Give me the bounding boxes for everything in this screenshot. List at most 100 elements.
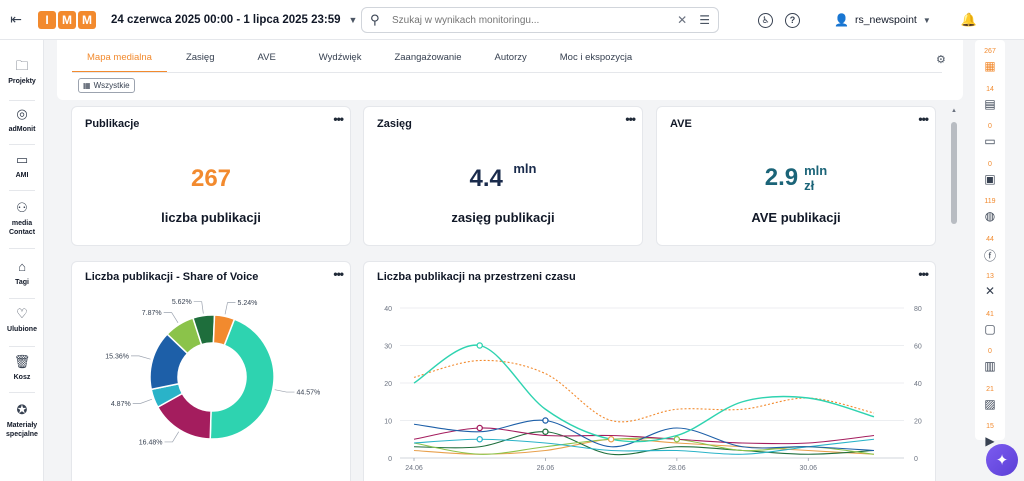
donut-chart: 44.57% 16.48% 4.87% 15.36% 7.87% 5.62% 5.24% — [105, 299, 320, 446]
comments-icon[interactable]: ▢ — [984, 321, 996, 336]
video-icon[interactable]: ▶ — [985, 434, 995, 448]
data-point[interactable] — [607, 435, 615, 443]
channel-count: 21 — [986, 385, 994, 393]
top-bar: ⇤ I M M 24 czerwca 2025 00:00 - 1 lipca … — [0, 0, 1024, 40]
date-range-picker[interactable]: 24 czerwca 2025 00:00 - 1 lipca 2025 23:… — [111, 14, 357, 26]
image-icon[interactable]: ▨ — [984, 396, 996, 411]
tab-zasieg[interactable]: Zasięg — [185, 52, 215, 63]
data-point[interactable] — [542, 417, 549, 424]
top-right-actions: ♿ ? 👤 rs_newspoint ▼ 🔔 ⋮ — [758, 0, 1024, 40]
imm-logo[interactable]: I M M — [38, 10, 96, 29]
sidebar-item-label: adMonit — [8, 126, 36, 133]
card-title: AVE — [670, 118, 692, 130]
tabs: Mapa medialna Zasięg AVE Wydźwięk Zaanga… — [72, 52, 647, 73]
search-input[interactable] — [392, 14, 678, 26]
more-horizontal-icon[interactable]: ••• — [625, 112, 636, 126]
chevron-down-icon: ▼ — [922, 15, 931, 25]
pie-label-line — [193, 301, 204, 314]
sidebar-item-kosz[interactable]: 🗑 Kosz — [0, 354, 44, 382]
channel-count: 267 — [984, 48, 996, 55]
facebook-icon[interactable]: ⓕ — [983, 248, 996, 263]
sliders-icon[interactable]: ☰ — [699, 13, 710, 27]
data-point[interactable] — [476, 342, 483, 349]
sidebar-item-ulubione[interactable]: ♡ Ulubione — [0, 306, 44, 334]
contacts-icon: ⚇ — [16, 200, 28, 215]
scrollbar-thumb[interactable] — [951, 122, 957, 224]
user-menu[interactable]: 👤 rs_newspoint ▼ — [834, 13, 931, 27]
monitor-icon[interactable]: ▭ — [984, 134, 996, 148]
metric-value-wrap: 2.9 mln zł — [657, 163, 935, 193]
tab-mapa-medialna[interactable]: Mapa medialna — [72, 52, 167, 73]
data-point[interactable] — [542, 428, 549, 435]
sidebar-item-label: Projekty — [8, 78, 36, 85]
metric-label: zasięg publikacji — [451, 210, 555, 225]
more-vertical-icon[interactable]: ⋮ — [1021, 12, 1024, 29]
tab-moc-i-ekspozycja[interactable]: Moc i ekspozycja — [559, 52, 633, 63]
main-panel: Mapa medialna Zasięg AVE Wydźwięk Zaanga… — [57, 40, 963, 481]
filter-chip-wszystkie[interactable]: ▦ Wszystkie — [78, 78, 135, 93]
sidebar-item-media-contact[interactable]: ⚇ media Contact — [0, 200, 44, 237]
help-icon[interactable]: ? — [785, 12, 800, 28]
more-horizontal-icon[interactable]: ••• — [333, 267, 344, 281]
series-line[interactable] — [413, 431, 875, 456]
y-tick-right: 40 — [914, 381, 922, 388]
search-icon: ⚲ — [370, 12, 380, 27]
pie-slice-label: 44.57% — [296, 390, 320, 397]
ai-assistant-button[interactable]: ✦ — [986, 444, 1018, 476]
data-point[interactable] — [476, 424, 483, 432]
card-timeline: Liczba publikacji na przestrzeni czasu •… — [363, 261, 936, 481]
sidebar-toggle-icon[interactable]: ⇤ — [10, 11, 22, 27]
newspaper-icon[interactable]: ▤ — [984, 96, 996, 111]
channel-count: 13 — [986, 273, 994, 280]
tab-ave[interactable]: AVE — [257, 52, 276, 63]
x-tick-label: 24.06 — [405, 465, 423, 472]
card-ave: AVE ••• 2.9 mln zł AVE publikacji — [656, 106, 936, 246]
y-tick-right: 60 — [914, 344, 922, 351]
sidebar-item-materialy-specjalne[interactable]: ✪ Materiały specjalne — [0, 402, 44, 439]
tab-zaangazowanie[interactable]: Zaangażowanie — [394, 52, 462, 63]
data-point[interactable] — [476, 435, 483, 443]
tabs-bar: Mapa medialna Zasięg AVE Wydźwięk Zaanga… — [57, 40, 963, 100]
more-horizontal-icon[interactable]: ••• — [333, 112, 344, 126]
pie-slice[interactable] — [209, 318, 275, 440]
series-line[interactable] — [413, 344, 875, 443]
x-icon[interactable]: ✕ — [984, 284, 996, 298]
sidebar-item-tagi[interactable]: ⌂ Tagi — [0, 259, 44, 287]
card-title: Publikacje — [85, 118, 140, 130]
card-share-of-voice: Liczba publikacji - Share of Voice ••• 4… — [71, 261, 351, 481]
sidebar-item-label: AMI — [15, 172, 29, 179]
grid-icon[interactable]: ▦ — [984, 59, 996, 73]
close-icon[interactable]: ✕ — [677, 13, 688, 27]
channel-count: 0 — [988, 123, 992, 130]
scrollbar[interactable]: ▲ — [950, 108, 958, 481]
tab-wydzwiek[interactable]: Wydźwięk — [318, 52, 362, 63]
globe-icon[interactable]: ◍ — [984, 209, 996, 223]
gear-icon[interactable]: ⚙ — [936, 54, 946, 66]
series-line[interactable] — [413, 438, 875, 455]
radio-icon[interactable]: ▣ — [984, 171, 996, 186]
sparkle-icon: ✦ — [995, 452, 1009, 469]
bell-icon[interactable]: 🔔 — [960, 12, 977, 27]
sidebar-item-admonit[interactable]: ◎ adMonit — [0, 106, 44, 134]
sidebar-item-label: Tagi — [15, 279, 29, 286]
y-tick-right: 80 — [914, 306, 922, 313]
more-horizontal-icon[interactable]: ••• — [918, 112, 929, 126]
data-point[interactable] — [673, 435, 681, 443]
y-tick-left: 40 — [384, 306, 392, 313]
accessibility-icon[interactable]: ♿ — [758, 12, 773, 28]
pie-slice-label: 7.87% — [142, 310, 162, 317]
tab-autorzy[interactable]: Autorzy — [494, 52, 527, 63]
pie-slice[interactable] — [212, 314, 236, 347]
sidebar-item-projekty[interactable]: 🗀 Projekty — [0, 58, 44, 86]
scroll-up-icon[interactable]: ▲ — [951, 108, 957, 114]
y-tick-left: 0 — [388, 456, 392, 463]
more-horizontal-icon[interactable]: ••• — [918, 267, 929, 281]
x-tick-label: 28.06 — [668, 465, 686, 472]
series-line[interactable] — [413, 419, 875, 452]
dashboard-content: Publikacje ••• 267 liczba publikacji Zas… — [57, 100, 963, 481]
browser-icon[interactable]: ▥ — [984, 359, 996, 373]
y-tick-right: 20 — [914, 419, 922, 426]
sidebar-item-ami[interactable]: ▭ AMI — [0, 152, 44, 180]
series-line[interactable] — [413, 359, 875, 423]
series-line[interactable] — [413, 427, 875, 445]
